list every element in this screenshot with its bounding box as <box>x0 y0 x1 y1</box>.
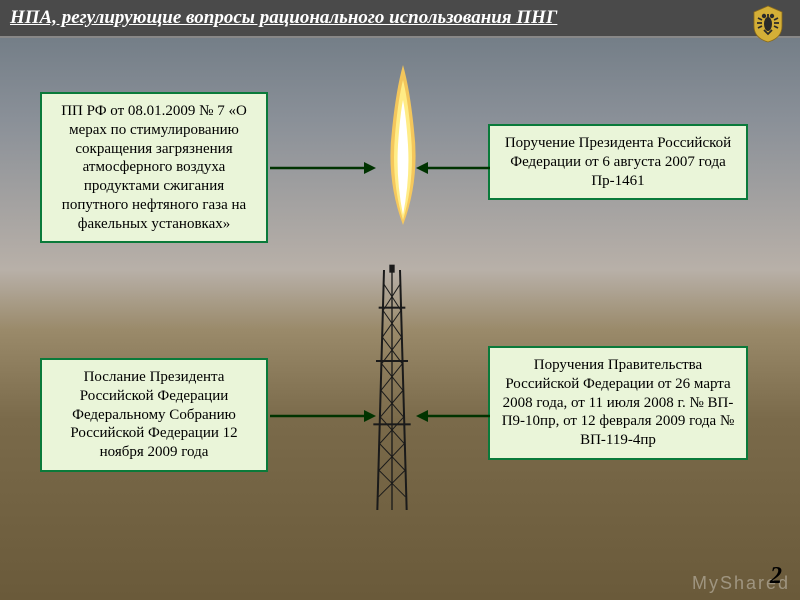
box-text: ПП РФ от 08.01.2009 № 7 «О мерах по стим… <box>61 103 247 232</box>
flame-icon <box>378 60 428 230</box>
arrow-top-right <box>414 158 492 178</box>
box-top-left: ПП РФ от 08.01.2009 № 7 «О мерах по стим… <box>40 92 268 243</box>
box-text: Поручение Президента Российской Федераци… <box>505 135 731 189</box>
arrow-bottom-right <box>414 406 492 426</box>
page-number: 2 <box>770 563 782 590</box>
arrow-top-left <box>268 158 378 178</box>
slide-root: НПА, регулирующие вопросы рационального … <box>0 0 800 600</box>
arrow-bottom-left <box>268 406 378 426</box>
box-text: Послание Президента Российской Федерации… <box>70 369 237 460</box>
box-bottom-left: Послание Президента Российской Федерации… <box>40 358 268 472</box>
emblem-icon <box>748 4 788 44</box>
header-title: НПА, регулирующие вопросы рационального … <box>10 7 557 29</box>
flare-tower-icon <box>372 220 412 560</box>
box-top-right: Поручение Президента Российской Федераци… <box>488 124 748 200</box>
box-text: Поручения Правительства Российской Федер… <box>502 357 735 448</box>
header-bar: НПА, регулирующие вопросы рационального … <box>0 0 800 38</box>
box-bottom-right: Поручения Правительства Российской Федер… <box>488 346 748 460</box>
